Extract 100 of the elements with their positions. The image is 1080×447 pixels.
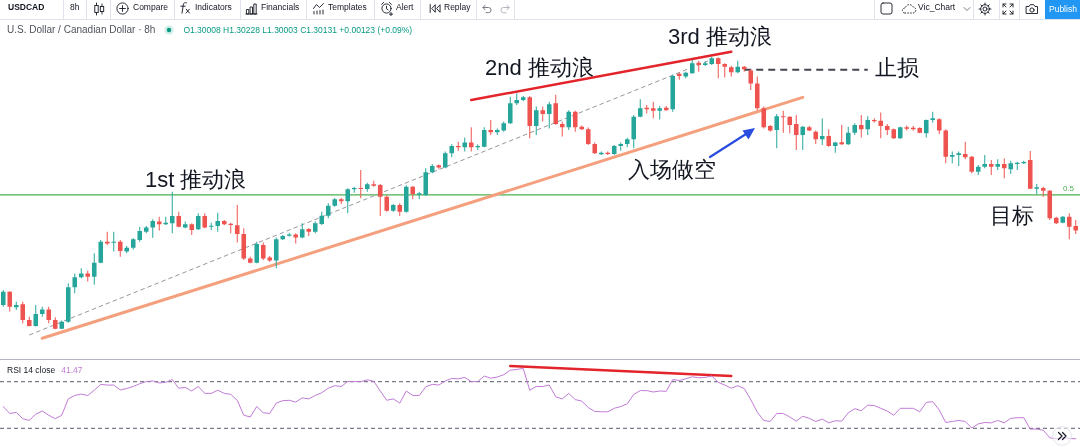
candlestick (449, 144, 455, 158)
chart-title: RSI 14 close (7, 365, 56, 376)
candlestick (585, 127, 591, 146)
candlestick (715, 57, 721, 79)
candlestick (930, 111, 936, 123)
candlestick (72, 273, 78, 294)
candlestick (39, 306, 45, 317)
annotation: 目标 (990, 203, 1034, 229)
candlestick (234, 204, 240, 243)
candlestick (767, 125, 773, 132)
text: Publish (1045, 0, 1080, 19)
candlestick (754, 76, 760, 111)
candlestick (722, 63, 728, 78)
candlestick (819, 118, 825, 146)
candlestick (936, 118, 942, 135)
candlestick (208, 222, 214, 231)
candlestick (826, 129, 832, 147)
candlestick (468, 127, 474, 152)
candlestick (858, 115, 864, 138)
candlestick (293, 233, 299, 244)
candlestick (254, 241, 260, 264)
text: Replay (444, 2, 471, 13)
candlestick (189, 223, 195, 235)
candlestick (975, 164, 981, 176)
candlestick (338, 197, 344, 204)
candlestick (1040, 186, 1046, 197)
candlestick (345, 188, 351, 214)
candlestick (124, 245, 130, 254)
candlestick (897, 126, 903, 140)
candlestick (956, 151, 962, 167)
candlestick (546, 101, 552, 129)
candlestick (436, 164, 442, 169)
candlestick (364, 182, 370, 192)
candlestick (150, 219, 156, 238)
candlestick (247, 256, 253, 264)
candlestick (273, 237, 279, 269)
text: Indicators (195, 2, 232, 13)
candlestick (533, 106, 539, 135)
annotation: 1st 推动浪 (145, 167, 247, 193)
candlestick (1034, 184, 1040, 195)
candlestick (85, 270, 91, 282)
candlestick (351, 186, 357, 193)
candlestick (169, 191, 175, 234)
candlestick (403, 185, 409, 213)
candlestick (332, 197, 338, 207)
candlestick (780, 110, 786, 133)
candlestick (611, 145, 617, 156)
candlestick (91, 253, 97, 285)
candlestick (202, 213, 208, 229)
chart-subtitle: 41.47 (61, 365, 83, 376)
candlestick (800, 125, 806, 150)
candlestick (1027, 151, 1033, 190)
candlestick (299, 223, 305, 239)
candlestick (988, 160, 994, 176)
candlestick (865, 116, 871, 135)
candlestick (377, 184, 383, 216)
candlestick (65, 283, 71, 323)
candlestick (657, 106, 663, 120)
candlestick (20, 301, 26, 324)
candlestick (520, 95, 526, 102)
annotation: 2nd 推动浪 (485, 55, 594, 81)
text: Financials (261, 2, 300, 13)
candlestick (650, 101, 656, 119)
candlestick (26, 316, 32, 327)
text: Compare (133, 2, 168, 13)
candlestick (267, 255, 273, 262)
candlestick (7, 291, 13, 312)
chart-title: U.S. Dollar / Canadian Dollar · 8h (7, 24, 156, 36)
candlestick (806, 125, 812, 132)
candlestick (390, 203, 396, 212)
candlestick (949, 151, 955, 164)
candlestick (397, 203, 403, 216)
candlestick (728, 65, 734, 77)
candlestick (852, 123, 858, 135)
text: 8h (70, 2, 80, 13)
candlestick (527, 95, 533, 139)
candlestick (559, 121, 565, 137)
text: Alert (396, 2, 414, 13)
candlestick (488, 119, 494, 135)
candlestick (637, 99, 643, 118)
candlestick (683, 71, 689, 79)
candlestick (878, 112, 884, 139)
candlestick (46, 306, 52, 324)
candlestick (358, 170, 364, 199)
candlestick (78, 268, 84, 279)
text: 3rd 推动浪 (668, 24, 772, 50)
candlestick (962, 141, 968, 160)
candlestick (33, 305, 39, 327)
candlestick (325, 203, 331, 219)
candlestick (52, 317, 58, 330)
candlestick (117, 239, 123, 257)
candlestick (943, 129, 949, 164)
text: USDCAD (8, 2, 45, 13)
candlestick (670, 74, 676, 112)
ref-line-label: 0.5 (1062, 184, 1075, 194)
candlestick (371, 180, 377, 187)
candlestick (689, 59, 695, 74)
candlestick (0, 290, 6, 307)
candlestick (384, 195, 390, 212)
candlestick (1008, 160, 1014, 174)
